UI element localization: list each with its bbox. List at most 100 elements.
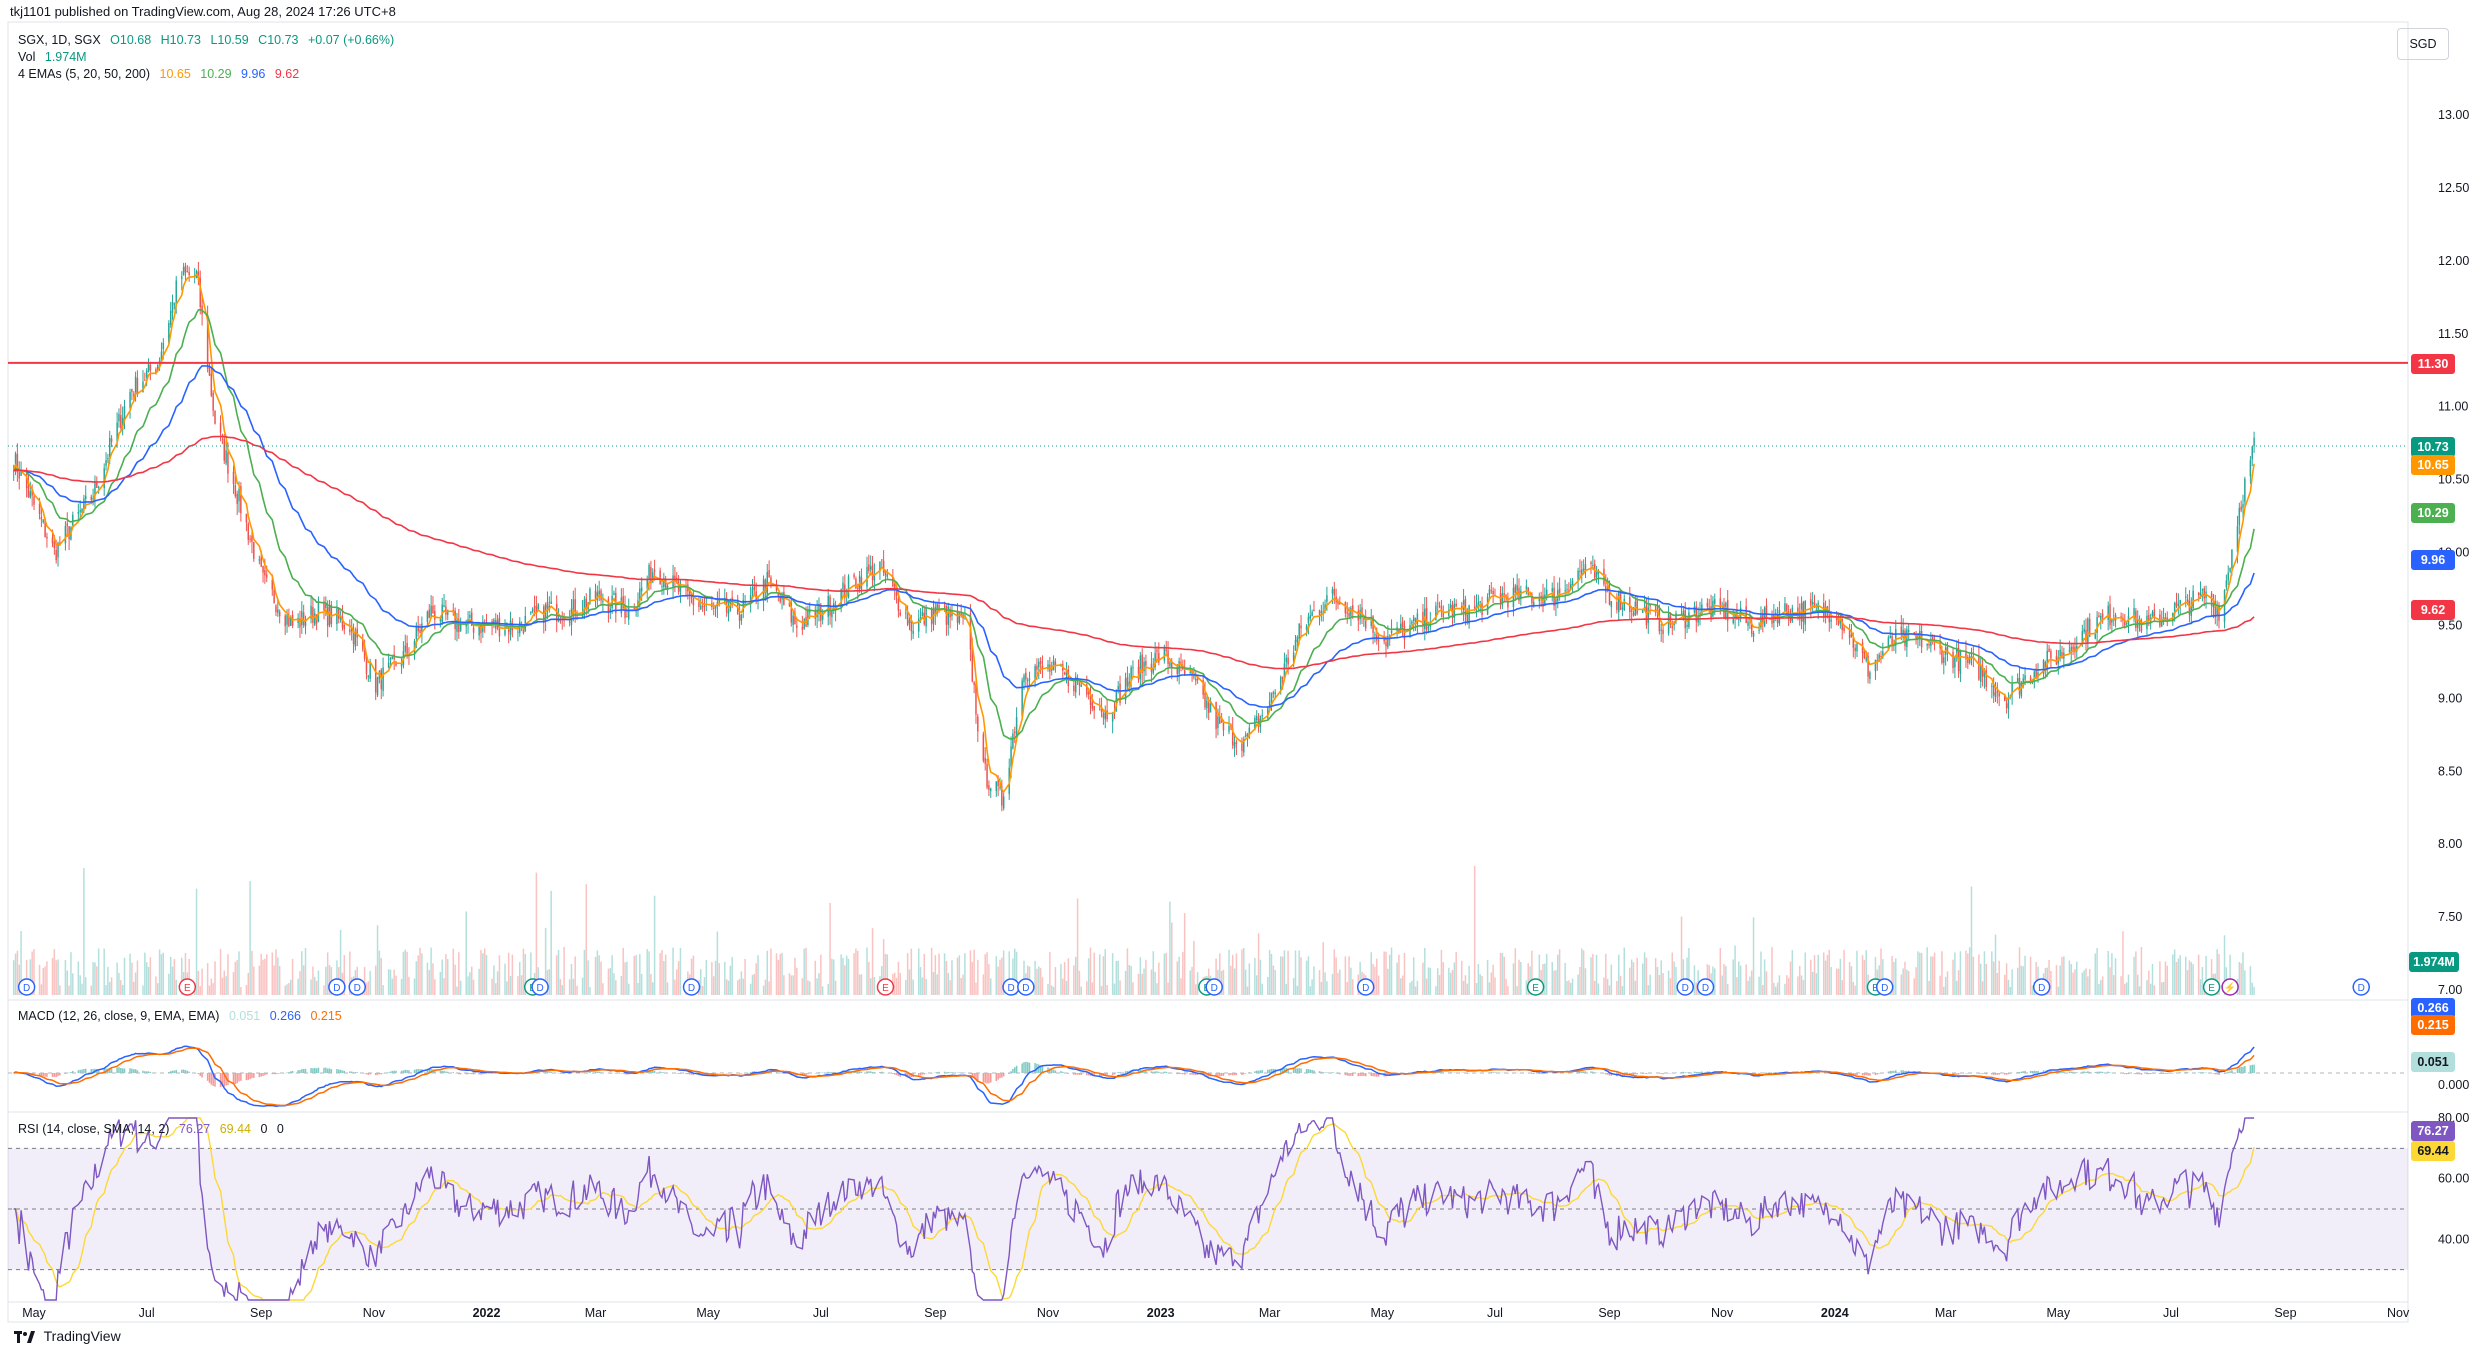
macd-histogram-bar [144,1071,146,1073]
event-d-icon[interactable] [348,978,366,996]
macd-histogram-bar [1231,1073,1234,1076]
macd-histogram-bar [225,1073,227,1086]
rsi-legend[interactable]: RSI (14, close, SMA, 14, 2) 76.27 69.44 … [18,1122,290,1136]
volume-bar [446,959,449,995]
event-d-icon[interactable] [1875,978,1894,996]
volume-bar [589,986,591,995]
macd-histogram-bar [688,1073,691,1075]
event-d-icon[interactable] [2032,978,2051,996]
volume-legend[interactable]: Vol 1.974M [18,50,93,64]
macd-histogram-bar [1991,1073,1993,1075]
candle-body [637,600,639,606]
price-tick-label: 13.00 [2438,108,2469,122]
volume-bar [439,971,442,995]
event-d-icon[interactable] [1017,978,1035,996]
candle-body [1039,660,1042,664]
symbol-legend[interactable]: SGX, 1D, SGX O10.68 H10.73 L10.59 C10.73… [18,33,400,47]
volume-bar [1231,954,1234,995]
macd-histogram-bar [182,1069,185,1073]
candle-body [1466,614,1469,622]
event-d-icon[interactable] [1356,978,1375,996]
candle-body [162,342,165,350]
event-d-icon[interactable] [682,978,701,996]
macd-histogram-bar [1222,1073,1225,1076]
candle-body [1311,611,1313,617]
macd-histogram-bar [2005,1073,2008,1075]
event-d-icon[interactable] [328,978,346,996]
macd-histogram-bar [249,1073,251,1080]
volume-bar [142,985,144,995]
macd-histogram-bar [70,1071,72,1073]
event-d-icon[interactable] [1676,978,1694,996]
event-d-icon[interactable] [1696,978,1715,996]
event-s-icon[interactable] [2221,978,2239,996]
candle-body [2125,623,2128,625]
macd-histogram-bar [2244,1066,2246,1073]
macd-histogram-bar [33,1073,35,1076]
volume-bar [1076,898,1079,995]
event-e-icon[interactable] [876,978,895,996]
volume-bar [480,950,482,995]
candle-body [1261,714,1264,716]
macd-histogram-bar [374,1073,377,1076]
volume-bar [2081,972,2084,995]
event-d-icon[interactable] [2352,978,2370,996]
macd-histogram-bar [1023,1062,1025,1073]
candle-body [1102,713,1105,718]
macd-histogram-bar [857,1071,859,1073]
volume-bar [325,966,327,995]
macd-histogram-bar [210,1073,213,1085]
macd-histogram-bar [1086,1073,1088,1076]
candle-body [640,587,643,592]
candle-body [14,453,17,470]
currency-button[interactable]: SGD [2397,28,2449,60]
volume-bar [380,958,382,995]
event-e-icon[interactable] [2202,978,2221,996]
volume-bar [1514,948,1517,995]
volume-bar [365,982,368,995]
volume-bar [2114,958,2117,995]
event-d-icon[interactable] [1205,978,1223,996]
macd-histogram-bar [1339,1073,1341,1075]
candle-body [1926,643,1928,646]
macd-histogram-bar [988,1073,990,1084]
volume-bar [2148,970,2150,995]
candle-body [1442,612,1445,617]
candle-body [833,602,835,612]
macd-histogram-bar [286,1072,288,1073]
candle-body [262,565,264,573]
candle-body [1128,681,1131,688]
macd-histogram-bar [1878,1073,1880,1074]
candle-body [389,657,392,661]
volume-bar [2151,964,2154,995]
macd-histogram-bar [2107,1071,2109,1073]
event-e-icon[interactable] [1526,978,1545,996]
macd-histogram-bar [1272,1068,1275,1073]
ema-legend[interactable]: 4 EMAs (5, 20, 50, 200) 10.65 10.29 9.96… [18,67,305,81]
volume-bar [1558,949,1561,995]
candle-body [762,578,765,600]
volume-bar [934,955,937,995]
volume-bar [792,975,794,995]
candle-body [103,468,105,488]
volume-bar [805,947,807,995]
macd-legend[interactable]: MACD (12, 26, close, 9, EMA, EMA) 0.051 … [18,1009,348,1023]
volume-bar [1182,952,1184,995]
volume-bar [1178,956,1180,995]
macd-histogram-bar [1296,1068,1299,1073]
event-e-icon[interactable] [178,978,197,996]
macd-histogram-bar [1080,1073,1083,1075]
volume-bar [387,969,390,995]
volume-bar [1111,953,1114,995]
volume-bar [1750,970,1753,995]
event-d-icon[interactable] [531,978,549,996]
event-d-icon[interactable] [17,978,36,996]
macd-histogram-bar [1204,1073,1206,1077]
brand[interactable]: TradingView [14,1328,121,1344]
volume-bar [123,957,126,995]
macd-histogram-bar [467,1073,469,1075]
macd-histogram-bar [2061,1071,2063,1073]
volume-bar [1991,951,1993,995]
macd-histogram-bar [465,1073,467,1075]
